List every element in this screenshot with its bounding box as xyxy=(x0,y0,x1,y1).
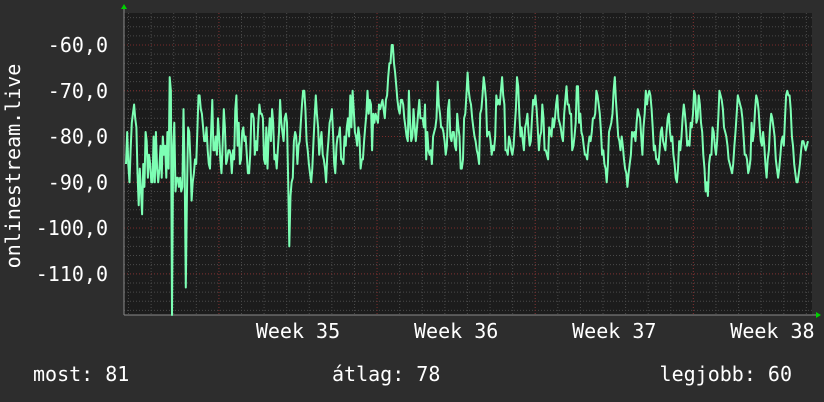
y-axis-arrow-icon xyxy=(121,4,127,9)
y-tick-label: -90,0 xyxy=(48,170,108,194)
x-tick-label: Week 35 xyxy=(256,319,340,343)
y-tick-label: -100,0 xyxy=(36,216,108,240)
line-chart: -60,0 -70,0 -80,0 -90,0 -100,0 -110,0 Week 35 W… xyxy=(1,4,821,343)
stat-average: átlag: 78 xyxy=(332,362,441,386)
y-tick-label: -80,0 xyxy=(48,125,108,149)
y-axis-label: onlinestream.live xyxy=(1,64,25,269)
x-tick-label: Week 37 xyxy=(572,319,656,343)
stats-bar: most: 81 átlag: 78 legjobb: 60 xyxy=(0,362,824,390)
y-tick-label: -60,0 xyxy=(48,33,108,57)
x-tick-label: Week 36 xyxy=(414,319,498,343)
y-tick-label: -70,0 xyxy=(48,79,108,103)
x-axis-arrow-icon xyxy=(816,312,821,318)
stat-best: legjobb: 60 xyxy=(659,362,792,386)
stat-current: most: 81 xyxy=(33,362,130,386)
y-tick-label: -110,0 xyxy=(36,262,108,286)
series-line xyxy=(125,44,809,316)
x-tick-label: Week 38 xyxy=(730,319,814,343)
